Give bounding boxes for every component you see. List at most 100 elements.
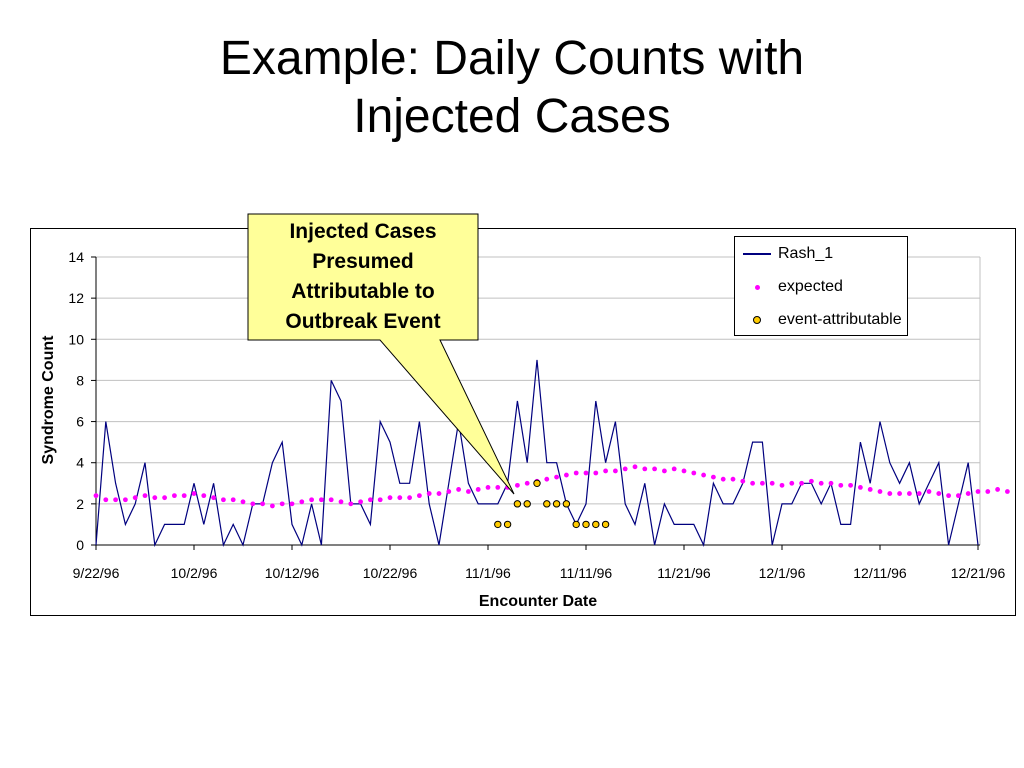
- callout-label: Injected Cases Presumed Attributable to …: [248, 214, 478, 340]
- expected-point: [613, 468, 618, 474]
- expected-point: [956, 493, 961, 499]
- expected-point: [701, 472, 706, 478]
- expected-point: [818, 480, 824, 486]
- expected-point: [779, 482, 785, 488]
- y-tick-label: 12: [68, 290, 84, 306]
- legend-item-expected: expected: [735, 276, 843, 298]
- expected-point: [309, 497, 314, 503]
- expected-point: [603, 468, 608, 474]
- expected-point: [799, 480, 804, 486]
- rash-line-path: [95, 359, 979, 548]
- x-tick-label: 11/1/96: [465, 565, 511, 581]
- y-tick-label: 2: [76, 496, 84, 512]
- y-tick-label: 8: [76, 372, 84, 388]
- expected-point: [426, 491, 432, 496]
- expected-point: [152, 495, 158, 501]
- series-expected-dots: [93, 464, 1010, 509]
- expected-point: [926, 489, 932, 494]
- event-attributable-point: [533, 479, 541, 487]
- expected-point: [338, 499, 344, 505]
- y-tick-label: 0: [76, 537, 84, 553]
- event-attributable-point: [572, 520, 580, 529]
- x-tick-label: 10/22/96: [363, 565, 418, 581]
- expected-point: [887, 491, 893, 496]
- expected-point: [485, 485, 491, 490]
- expected-point: [848, 482, 853, 488]
- slide-title: Example: Daily Counts with Injected Case…: [219, 32, 805, 143]
- expected-point: [965, 491, 971, 496]
- expected-point: [211, 495, 217, 501]
- expected-point: [103, 497, 109, 503]
- expected-point: [583, 470, 589, 476]
- expected-point: [181, 493, 187, 499]
- callout-line-4: Outbreak Event: [285, 310, 441, 333]
- expected-point: [260, 501, 265, 507]
- expected-point: [681, 468, 687, 474]
- expected-point: [632, 464, 638, 470]
- event-attributable-point: [523, 500, 531, 508]
- event-attributable-point: [592, 520, 600, 529]
- expected-point: [554, 474, 559, 480]
- expected-point: [524, 480, 530, 486]
- expected-point: [916, 491, 922, 496]
- expected-point: [456, 487, 461, 492]
- expected-point: [750, 480, 755, 486]
- expected-point: [358, 499, 363, 505]
- y-axis-title: Syndrome Count: [40, 335, 57, 465]
- x-tick-label: 12/11/96: [853, 565, 907, 581]
- expected-point: [1005, 489, 1010, 494]
- legend-dot-symbol: [735, 276, 775, 298]
- expected-point: [995, 487, 1000, 492]
- expected-point: [985, 489, 991, 494]
- x-tick-label: 12/21/96: [951, 565, 1006, 581]
- event-attributable-point: [513, 500, 522, 508]
- callout-box: [247, 213, 515, 495]
- expected-point: [191, 491, 197, 496]
- expected-point: [162, 495, 168, 501]
- chart-legend: Rash_1 expected event-attributable: [734, 236, 908, 336]
- y-tick-label: 10: [68, 331, 84, 347]
- legend-marker-symbol: [735, 309, 775, 331]
- x-tick-label: 9/22/96: [73, 565, 120, 581]
- x-tick-label: 11/21/96: [657, 565, 711, 581]
- expected-point: [544, 476, 550, 482]
- expected-point: [711, 474, 716, 480]
- event-attributable-point: [543, 500, 551, 508]
- expected-point: [289, 501, 295, 507]
- tick-labels: 0 2 4 6 8 10 12 14 9/22/96 10/2/96 10/12/96 10/22/9…: [40, 249, 1005, 610]
- expected-point: [897, 491, 902, 496]
- expected-point: [495, 485, 501, 490]
- x-tick-label: 12/1/96: [759, 565, 806, 581]
- expected-point: [662, 468, 667, 474]
- expected-point: [975, 489, 981, 494]
- expected-point: [279, 501, 285, 507]
- expected-point: [436, 491, 442, 496]
- callout-shape: [247, 213, 515, 495]
- expected-point: [867, 487, 873, 492]
- expected-point: [377, 497, 383, 503]
- y-tick-label: 14: [68, 249, 84, 265]
- expected-point: [877, 489, 883, 494]
- callout-line-3: Attributable to: [291, 280, 435, 303]
- expected-point: [769, 480, 775, 486]
- expected-point: [652, 466, 657, 472]
- expected-point: [936, 491, 942, 496]
- expected-point: [593, 470, 599, 476]
- expected-point: [475, 487, 481, 492]
- expected-point: [740, 478, 746, 484]
- expected-point: [907, 491, 912, 496]
- expected-point: [270, 503, 275, 509]
- expected-point: [230, 497, 236, 503]
- expected-point: [446, 489, 452, 494]
- expected-point: [123, 497, 128, 503]
- expected-point: [564, 472, 569, 478]
- expected-point: [858, 485, 863, 490]
- legend-label-rash: Rash_1: [778, 245, 834, 262]
- expected-point: [946, 493, 951, 499]
- callout-line-1: Injected Cases: [289, 220, 437, 243]
- expected-point: [622, 466, 628, 472]
- expected-point: [221, 497, 226, 503]
- expected-point: [368, 497, 373, 503]
- expected-point: [132, 495, 138, 501]
